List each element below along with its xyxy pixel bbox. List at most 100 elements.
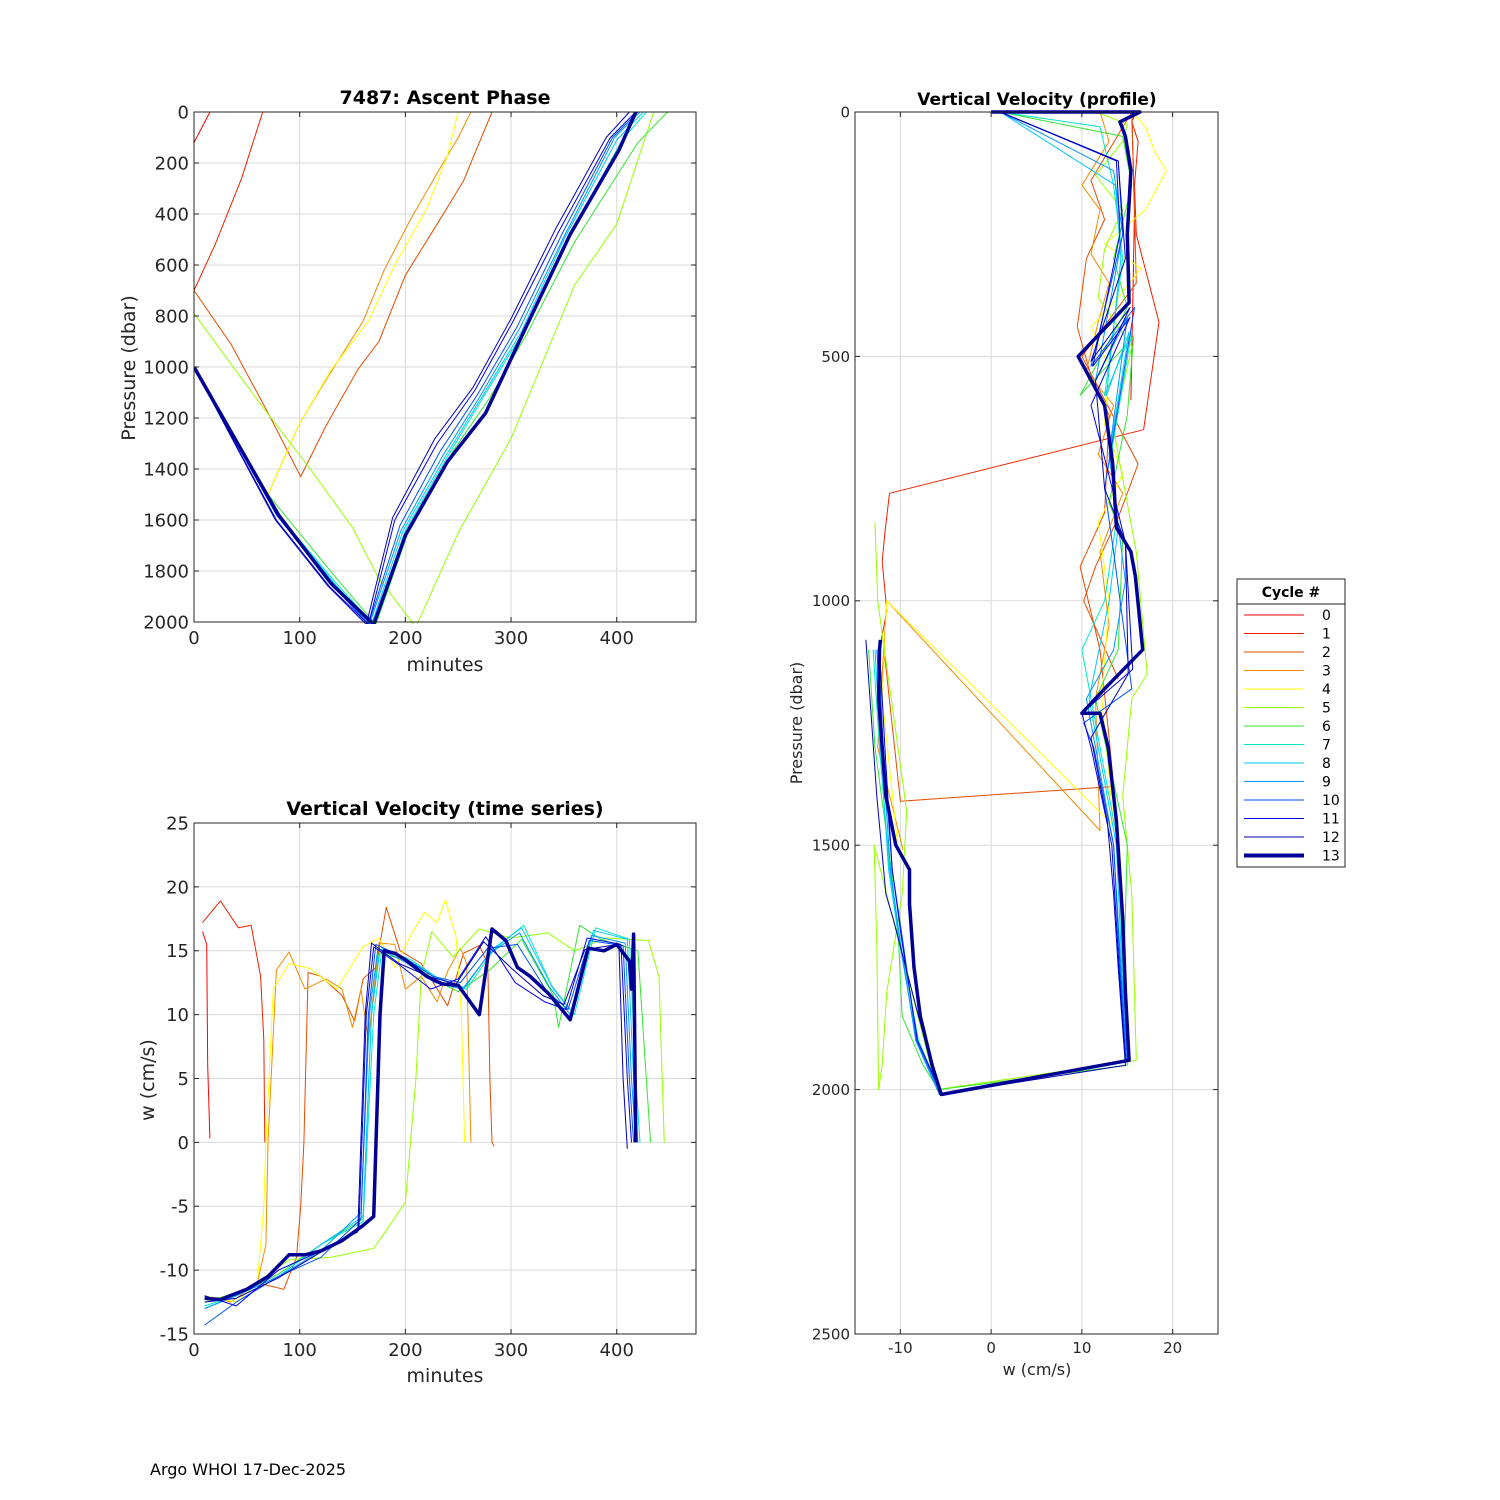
legend-label-cycle-11: 11 bbox=[1322, 812, 1340, 828]
ascent-xtick-label: 0 bbox=[188, 628, 199, 649]
legend-title: Cycle # bbox=[1262, 585, 1321, 601]
ascent-series-cycle-7 bbox=[194, 111, 647, 624]
ascent-ytick-label: 2000 bbox=[143, 612, 189, 633]
legend-label-cycle-1: 1 bbox=[1322, 627, 1331, 643]
timeseries-series-cycle-5 bbox=[204, 928, 665, 1303]
profile-series-cycle-11 bbox=[879, 111, 1134, 1095]
timeseries-series-cycle-13 bbox=[204, 927, 638, 1302]
profile-ytick-label: 2500 bbox=[812, 1325, 850, 1343]
profile-xtick-label: 10 bbox=[1072, 1339, 1091, 1357]
timeseries-xtick-label: 0 bbox=[188, 1340, 199, 1361]
ascent-xtick-label: 200 bbox=[388, 628, 422, 649]
profile-series-cycle-13 bbox=[876, 110, 1145, 1097]
ascent-series-cycle-4 bbox=[267, 111, 459, 495]
profile-xlabel: w (cm/s) bbox=[1003, 1360, 1072, 1379]
ascent-ytick-label: 1000 bbox=[143, 357, 189, 378]
timeseries-ytick-label: 25 bbox=[166, 813, 189, 834]
timeseries-ytick-label: 5 bbox=[178, 1069, 189, 1090]
ascent-series-cycle-9 bbox=[194, 111, 641, 624]
ascent-ytick-label: 200 bbox=[155, 153, 189, 174]
ascent-ytick-label: 1800 bbox=[143, 561, 189, 582]
legend-label-cycle-9: 9 bbox=[1322, 775, 1331, 791]
legend-label-cycle-10: 10 bbox=[1322, 793, 1340, 809]
ascent-xtick-label: 300 bbox=[494, 628, 528, 649]
profile-ytick-label: 1000 bbox=[812, 592, 850, 610]
timeseries-series-cycle-4 bbox=[204, 899, 466, 1303]
ascent-series-cycle-8 bbox=[194, 111, 644, 624]
timeseries-ytick-label: -5 bbox=[171, 1197, 189, 1218]
profile-series-cycle-12 bbox=[865, 111, 1131, 1095]
ascent-ytick-label: 0 bbox=[178, 102, 189, 123]
ascent-ytick-label: 600 bbox=[155, 255, 189, 276]
profile-series-cycle-7 bbox=[872, 111, 1133, 1095]
profile-ticks: -10 0 10 20 0 500 1000 1500 2000 2500 bbox=[812, 103, 1218, 1357]
timeseries-xtick-label: 400 bbox=[600, 1340, 634, 1361]
profile-series-cycle-6 bbox=[868, 111, 1135, 1091]
profile-series-cycle-1 bbox=[879, 111, 1160, 650]
legend-label-cycle-5: 5 bbox=[1322, 701, 1331, 717]
profile-ytick-label: 0 bbox=[840, 103, 850, 121]
profile-ytick-label: 1500 bbox=[812, 837, 850, 855]
ascent-title: 7487: Ascent Phase bbox=[340, 87, 551, 109]
legend-label-cycle-7: 7 bbox=[1322, 738, 1331, 754]
ascent-series-cycle-11 bbox=[194, 111, 637, 624]
timeseries-ytick-label: -10 bbox=[160, 1261, 189, 1282]
profile-series-cycle-2 bbox=[879, 111, 1139, 802]
timeseries-ytick-label: 10 bbox=[166, 1005, 189, 1026]
profile-ylabel: Pressure (dbar) bbox=[787, 662, 806, 785]
ascent-series-lines bbox=[194, 111, 668, 624]
timeseries-series-cycle-1 bbox=[202, 900, 266, 1143]
ascent-series-cycle-1 bbox=[194, 111, 264, 291]
ascent-series-cycle-6 bbox=[194, 111, 668, 624]
profile-series-lines bbox=[865, 110, 1167, 1097]
legend-label-cycle-8: 8 bbox=[1322, 756, 1331, 772]
timeseries-ytick-label: 15 bbox=[166, 941, 189, 962]
timeseries-series-cycle-10 bbox=[204, 940, 635, 1326]
ascent-ytick-label: 400 bbox=[155, 204, 189, 225]
timeseries-series-lines bbox=[202, 899, 665, 1326]
ascent-ytick-label: 1200 bbox=[143, 408, 189, 429]
ascent-series-cycle-3 bbox=[267, 111, 472, 495]
ascent-series-cycle-2 bbox=[194, 111, 493, 478]
timeseries-xtick-label: 200 bbox=[388, 1340, 422, 1361]
profile-xtick-label: -10 bbox=[888, 1339, 913, 1357]
legend-label-cycle-4: 4 bbox=[1322, 682, 1331, 698]
timeseries-ylabel: w (cm/s) bbox=[137, 1039, 159, 1121]
ascent-grid bbox=[193, 111, 696, 623]
timeseries-title: Vertical Velocity (time series) bbox=[286, 798, 603, 820]
timeseries-xlabel: minutes bbox=[407, 1365, 484, 1387]
ascent-phase-panel: 0 100 200 300 400 0 200 400 600 800 1000 1200 1400 16… bbox=[118, 87, 697, 676]
legend-label-cycle-13: 13 bbox=[1322, 849, 1340, 865]
timeseries-ytick-label: -15 bbox=[160, 1324, 189, 1345]
legend-label-cycle-3: 3 bbox=[1322, 664, 1331, 680]
profile-series-cycle-5 bbox=[873, 111, 1148, 1091]
legend-label-cycle-0: 0 bbox=[1322, 608, 1331, 624]
profile-xtick-label: 0 bbox=[986, 1339, 996, 1357]
profile-series-cycle-10 bbox=[878, 111, 1135, 1095]
profile-series-cycle-9 bbox=[876, 111, 1128, 1095]
footer-text: Argo WHOI 17-Dec-2025 bbox=[150, 1460, 347, 1479]
timeseries-series-cycle-6 bbox=[204, 924, 652, 1309]
timeseries-xtick-label: 300 bbox=[494, 1340, 528, 1361]
ascent-ytick-label: 1600 bbox=[143, 510, 189, 531]
ascent-series-cycle-13 bbox=[194, 111, 638, 624]
ascent-series-cycle-0 bbox=[194, 111, 211, 143]
legend-label-cycle-2: 2 bbox=[1322, 645, 1331, 661]
ascent-ticks: 0 100 200 300 400 0 200 400 600 800 1000 1200 1400 16… bbox=[143, 102, 696, 649]
ascent-ytick-label: 1400 bbox=[143, 459, 189, 480]
profile-ytick-label: 2000 bbox=[812, 1081, 850, 1099]
timeseries-xtick-label: 100 bbox=[283, 1340, 317, 1361]
ascent-xtick-label: 100 bbox=[283, 628, 317, 649]
ascent-ylabel: Pressure (dbar) bbox=[118, 295, 140, 441]
timeseries-ticks: 0 100 200 300 400 25 20 15 10 5 0 -5 -10 -15 bbox=[160, 813, 696, 1361]
profile-xtick-label: 20 bbox=[1163, 1339, 1182, 1357]
timeseries-panel: 0 100 200 300 400 25 20 15 10 5 0 -5 -10 -15 Vertical… bbox=[137, 798, 697, 1387]
ascent-ytick-label: 800 bbox=[155, 306, 189, 327]
legend-label-cycle-6: 6 bbox=[1322, 719, 1331, 735]
profile-ytick-label: 500 bbox=[821, 348, 850, 366]
profile-series-cycle-3 bbox=[877, 111, 1124, 851]
timeseries-series-cycle-12 bbox=[204, 941, 628, 1303]
